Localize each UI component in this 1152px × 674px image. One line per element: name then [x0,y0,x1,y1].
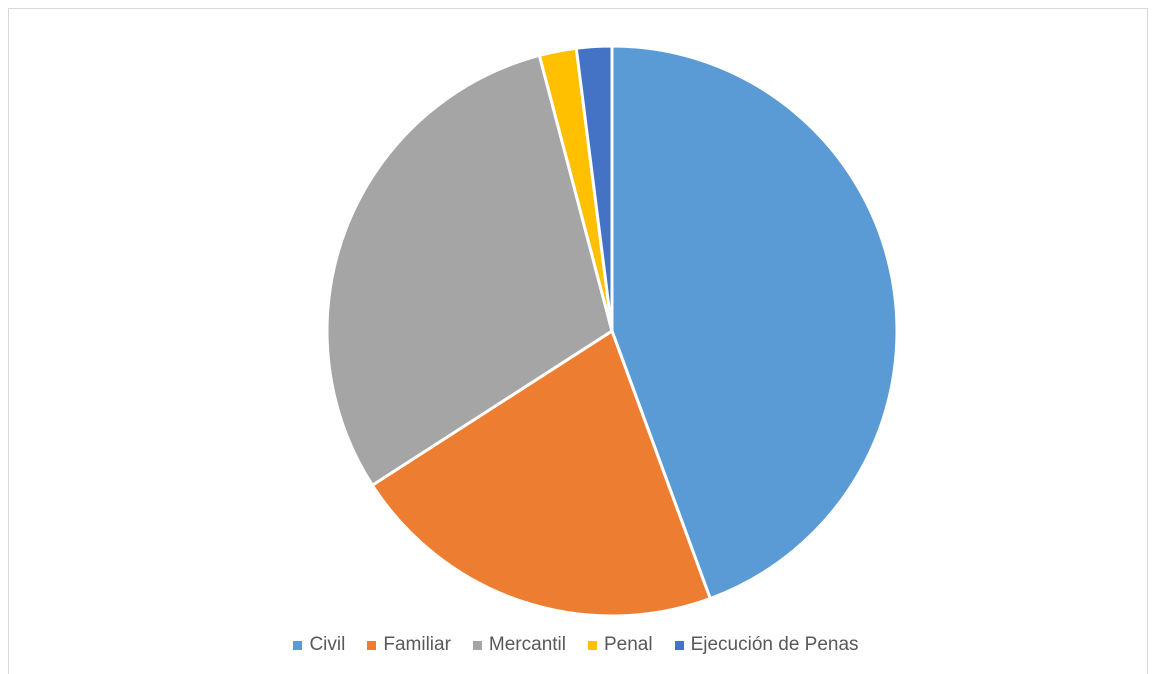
legend-label: Penal [603,634,653,655]
pie-slice-ejecuci-n-de-penas [574,44,614,333]
pie-slice-civil [610,44,899,601]
pie-slice-familiar [370,329,712,618]
legend-label: Ejecución de Penas [690,634,859,655]
legend-label: Familiar [383,634,451,655]
legend-swatch [293,640,303,650]
legend-label: Civil [309,634,346,655]
legend-swatch [674,640,684,650]
legend-label: Mercantil [488,634,566,655]
legend-item: Penal [587,634,653,656]
legend-item: Civil [293,634,345,656]
legend-swatch [587,640,597,650]
chart-legend: Civil Familiar Mercantil Penal Ejecución de … [0,630,1152,660]
pie-slice-mercantil [325,53,614,487]
legend-item: Mercantil [472,634,566,656]
legend-item: Ejecución de Penas [674,634,859,656]
legend-item: Familiar [367,634,451,656]
legend-swatch [472,640,482,650]
legend-swatch [367,640,377,650]
